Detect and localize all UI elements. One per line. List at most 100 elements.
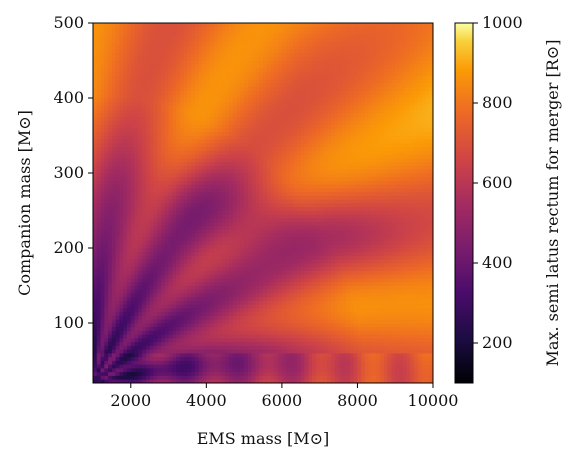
heatmap-cell [236, 45, 241, 50]
heatmap-cell [138, 341, 143, 346]
heatmap-cell [96, 90, 101, 95]
heatmap-cell [123, 60, 128, 65]
heatmap-cell [142, 263, 147, 268]
heatmap-cell [157, 191, 162, 196]
heatmap-cell [138, 105, 143, 110]
heatmap-cell [108, 135, 113, 140]
heatmap-cell [221, 191, 226, 196]
heatmap-cell [145, 195, 151, 200]
heatmap-cell [236, 135, 241, 140]
heatmap-cell [142, 251, 147, 256]
heatmap-cell [195, 90, 200, 95]
heatmap-cell [221, 101, 226, 106]
heatmap-cell [266, 263, 271, 268]
heatmap-cell [247, 128, 253, 133]
heatmap-cell [149, 248, 154, 253]
heatmap-cell [266, 188, 271, 193]
heatmap-cell [195, 371, 200, 376]
heatmap-cell [119, 229, 124, 234]
heatmap-cell [247, 94, 253, 99]
heatmap-cell [130, 176, 135, 181]
heatmap-cell [255, 304, 260, 309]
heatmap-cell [244, 109, 249, 114]
heatmap-cell [183, 98, 188, 103]
heatmap-cell [157, 345, 162, 350]
heatmap-cell [187, 338, 192, 343]
heatmap-cell [134, 266, 139, 271]
heatmap-cell [229, 188, 234, 193]
heatmap-cell [142, 289, 147, 294]
heatmap-cell [123, 45, 128, 50]
heatmap-cell [281, 311, 287, 316]
heatmap-cell [240, 90, 245, 95]
heatmap-cell [281, 345, 287, 350]
heatmap-cell [187, 353, 192, 358]
heatmap-cell [157, 308, 162, 313]
heatmap-cell [236, 131, 241, 136]
heatmap-cell [281, 289, 287, 294]
heatmap-cell [149, 304, 154, 309]
heatmap-cell [142, 109, 147, 114]
heatmap-cell [168, 45, 173, 50]
heatmap-cell [263, 158, 268, 163]
heatmap-cell [217, 364, 222, 369]
heatmap-cell [138, 180, 143, 185]
heatmap-cell [266, 158, 271, 163]
heatmap-cell [259, 214, 264, 219]
heatmap-cell [266, 338, 271, 343]
heatmap-cell [244, 259, 249, 264]
heatmap-cell [285, 263, 290, 268]
heatmap-cell [164, 206, 169, 211]
heatmap-cell [263, 326, 268, 331]
heatmap-cell [229, 255, 234, 260]
heatmap-cell [164, 308, 169, 313]
heatmap-cell [127, 165, 132, 170]
heatmap-cell [221, 124, 226, 129]
heatmap-cell [104, 319, 109, 324]
heatmap-cell [225, 371, 230, 376]
heatmap-cell [270, 173, 275, 178]
heatmap-cell [225, 176, 230, 181]
heatmap-cell [104, 71, 109, 76]
heatmap-cell [179, 116, 185, 121]
heatmap-cell [104, 356, 109, 361]
heatmap-cell [127, 210, 132, 215]
heatmap-cell [168, 34, 173, 39]
heatmap-cell [100, 259, 105, 264]
heatmap-cell [157, 169, 162, 174]
heatmap-cell [115, 214, 120, 219]
heatmap-cell [100, 23, 105, 28]
heatmap-cell [119, 83, 124, 88]
heatmap-cell [108, 158, 113, 163]
heatmap-cell [263, 345, 268, 350]
heatmap-cell [244, 64, 249, 69]
heatmap-cell [153, 64, 158, 69]
heatmap-cell [96, 296, 101, 301]
heatmap-cell [161, 263, 166, 268]
heatmap-cell [111, 64, 117, 69]
heatmap-cell [123, 278, 128, 283]
heatmap-cell [255, 128, 260, 133]
heatmap-cell [104, 360, 109, 365]
heatmap-cell [149, 360, 154, 365]
heatmap-cell [157, 248, 162, 253]
heatmap-cell [153, 53, 158, 58]
heatmap-cell [285, 375, 290, 380]
heatmap-cell [202, 274, 207, 279]
heatmap-cell [130, 255, 135, 260]
heatmap-cell [104, 206, 109, 211]
heatmap-cell [278, 41, 283, 46]
heatmap-cell [236, 334, 241, 339]
heatmap-cell [96, 165, 101, 170]
heatmap-cell [278, 259, 283, 264]
heatmap-cell [255, 285, 260, 290]
heatmap-cell [115, 146, 120, 151]
heatmap-cell [236, 221, 241, 226]
heatmap-cell [232, 206, 237, 211]
heatmap-cell [251, 105, 256, 110]
heatmap-cell [210, 150, 215, 155]
heatmap-cell [281, 158, 287, 163]
heatmap-cell [195, 263, 200, 268]
heatmap-cell [191, 146, 196, 151]
heatmap-cell [274, 353, 279, 358]
